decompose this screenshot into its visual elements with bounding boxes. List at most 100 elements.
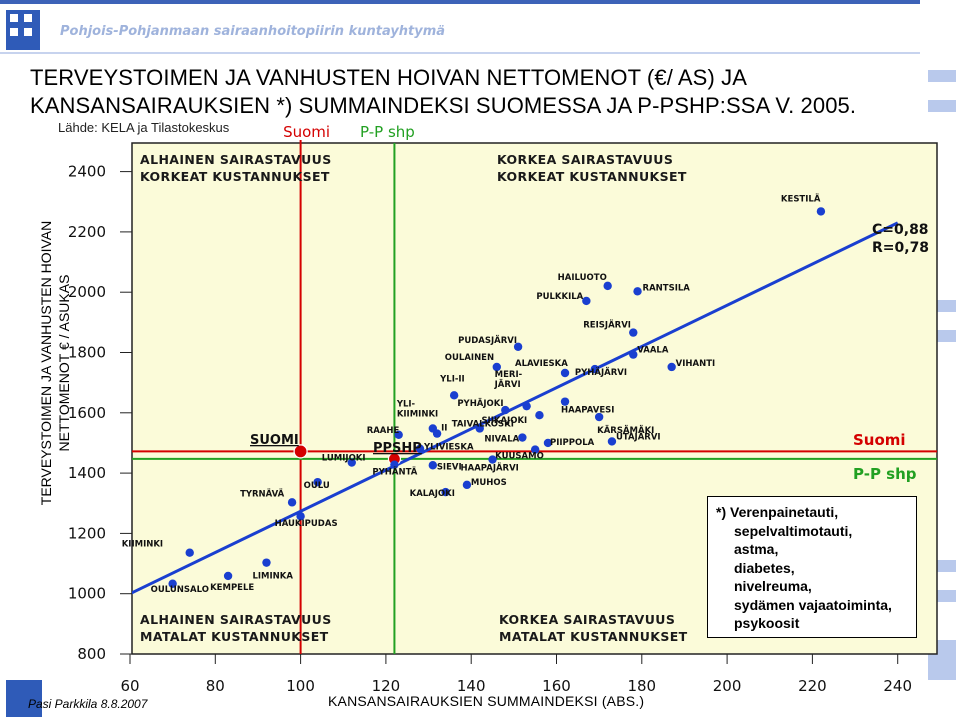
municipality-point [535, 411, 544, 420]
x-tick-label: 60 [120, 677, 139, 695]
municipality-point [543, 438, 553, 448]
municipality-label: KESTILÄ [781, 193, 821, 204]
municipality-point [475, 424, 484, 433]
municipality-point [415, 444, 425, 453]
municipality-point [223, 571, 233, 581]
municipality-label: KIIMINKI [122, 540, 163, 550]
municipality-label: II [441, 424, 447, 434]
x-tick-label: 220 [798, 677, 827, 695]
quadrant-label-top-left: KORKEAT KUSTANNUKSET [140, 169, 330, 184]
municipality-label: KIIMINKI [397, 409, 438, 419]
municipality-point [667, 362, 676, 372]
municipality-label: YLI-II [439, 374, 465, 384]
municipality-point [560, 368, 570, 378]
municipality-label: HAAPAVESI [561, 406, 614, 416]
municipality-label: ALAVIESKA [515, 359, 568, 369]
municipality-point [462, 480, 472, 490]
quadrant-label-bottom-left: MATALAT KUSTANNUKSET [140, 629, 329, 644]
x-tick-label: 80 [206, 677, 225, 695]
suomi-marker [293, 444, 308, 459]
axes-layer: 800 1000 1200 1400 1600 1800 2000 2200 2400 60 80 1… [68, 163, 912, 695]
municipality-point [582, 296, 591, 306]
municipality-label: MERI- [495, 370, 523, 380]
municipality-point [432, 429, 442, 438]
municipality-point [390, 460, 399, 469]
municipality-label: RANTSILA [643, 283, 691, 293]
note-line: diabetes, [734, 559, 795, 576]
title-line-1: TERVEYSTOIMEN JA VANHUSTEN HOIVAN NETTOM… [30, 65, 747, 90]
municipality-point [168, 579, 177, 588]
municipality-label: PULKKILA [536, 292, 583, 302]
municipality-point [287, 498, 297, 507]
x-axis-label: KANSANSAIRAUKSIEN SUMMAINDEKSI (ABS.) [328, 693, 645, 709]
municipality-point [347, 458, 356, 467]
x-tick-label: 200 [713, 677, 742, 695]
title-line-2: KANSANSAIRAUKSIEN *) SUMMAINDEKSI SUOMES… [30, 93, 857, 118]
municipality-label: PIIPPOLA [550, 438, 595, 448]
x-tick-label: 120 [372, 677, 401, 695]
legend-pp: P-P shp [360, 123, 415, 141]
municipality-label: KEMPELE [210, 583, 254, 593]
quadrant-labels-layer: ALHAINEN SAIRASTAVUUS KORKEAT KUSTANNUKSE… [140, 152, 929, 644]
municipality-label: TAIVALKOSKI [452, 419, 514, 429]
municipality-point [449, 391, 459, 400]
municipality-point [518, 433, 527, 442]
note-line: sepelvaltimotauti, [734, 522, 853, 539]
note-line: psykoosit [734, 615, 800, 631]
quadrant-label-bottom-left: ALHAINEN SAIRASTAVUUS [140, 612, 332, 627]
municipality-point [530, 445, 540, 454]
stat-r: R=0,78 [872, 240, 929, 256]
municipality-label: MUHOS [471, 478, 507, 488]
municipality-point [428, 461, 438, 470]
pp-right-label: P-P shp [853, 465, 917, 483]
municipality-label: VAALA [637, 346, 669, 356]
municipality-label: KALAJOKI [410, 489, 455, 499]
municipality-label: PYHÄJÄRVI [575, 367, 627, 378]
municipality-label: HAAPAJÄRVI [461, 463, 519, 474]
municipality-label: PUDASJÄRVI [458, 335, 517, 346]
municipality-point [394, 430, 403, 440]
author-credit: Pasi Parkkila 8.8.2007 [28, 697, 148, 711]
municipality-label: RAAHE [367, 426, 400, 436]
quadrant-label-top-left: ALHAINEN SAIRASTAVUUS [140, 152, 332, 167]
municipality-point [185, 548, 194, 557]
municipality-point [262, 558, 271, 567]
municipality-label: YLIVIESKA [423, 443, 474, 453]
municipality-point [522, 401, 531, 411]
municipality-label: HAUKIPUDAS [275, 519, 338, 529]
municipality-label: JÄRVI [494, 379, 521, 390]
header-banner: Pohjois-Pohjanmaan sairaanhoitopiirin ku… [0, 0, 960, 58]
municipality-point [488, 455, 497, 464]
x-tick-label: 160 [542, 677, 571, 695]
y-tick-label: 800 [77, 645, 106, 663]
y-tick-label: 2200 [68, 223, 106, 241]
municipality-label: NIVALA [484, 435, 519, 445]
municipality-point [594, 412, 604, 422]
y-tick-label: 2000 [68, 283, 106, 301]
note-line: sydämen vajaatoiminta, [734, 596, 892, 613]
municipality-label: PYHÄNTÄ [372, 467, 417, 478]
municipality-label: TYRNÄVÄ [240, 488, 285, 499]
municipality-label: LUMIJOKI [322, 454, 366, 464]
municipality-label: VIHANTI [676, 359, 716, 369]
disease-note-box: *) Verenpainetauti, sepelvaltimotauti, a… [707, 496, 917, 638]
municipality-point [492, 362, 501, 372]
x-tick-label: 140 [457, 677, 486, 695]
y-tick-label: 1800 [68, 344, 106, 362]
y-tick-label: 1600 [68, 404, 106, 422]
y-tick-label: 2400 [68, 163, 106, 181]
municipality-label: HAILUOTO [558, 273, 607, 283]
trend-line [132, 221, 899, 595]
municipality-point [313, 477, 322, 487]
municipality-label: KUUSAMO [495, 452, 544, 462]
stat-c: C=0,88 [872, 222, 929, 238]
suomi-inplot-label: SUOMI [250, 433, 299, 448]
municipality-label: REISJÄRVI [583, 320, 631, 331]
quadrant-label-top-right: KORKEAT KUSTANNUKSET [497, 169, 687, 184]
x-tick-label: 100 [286, 677, 315, 695]
municipality-label: PYHÄJOKI [457, 398, 503, 409]
municipality-point [441, 487, 450, 497]
source-text: Lähde: KELA ja Tilastokeskus [58, 120, 230, 135]
page-title: TERVEYSTOIMEN JA VANHUSTEN HOIVAN NETTOM… [30, 64, 910, 120]
municipality-label: OULU [304, 481, 330, 491]
